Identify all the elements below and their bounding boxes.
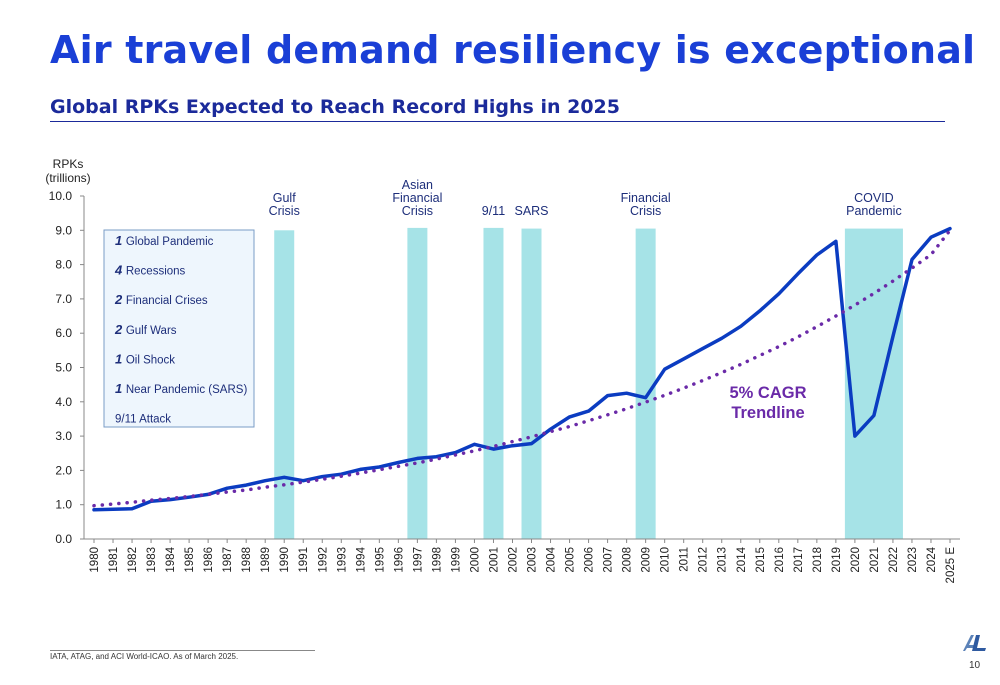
x-tick-label: 2022	[888, 547, 900, 573]
x-tick-label: 2000	[469, 547, 481, 573]
x-tick-label: 1986	[203, 547, 215, 573]
y-tick-label: 3.0	[55, 429, 72, 443]
y-tick-label: 9.0	[55, 223, 72, 237]
event-label: Asian	[402, 178, 433, 192]
x-tick-label: 1984	[165, 546, 177, 572]
x-tick-label: 1980	[89, 547, 101, 573]
y-tick-label: 10.0	[49, 189, 73, 203]
x-tick-label: 2007	[603, 547, 615, 573]
x-tick-label: 2017	[793, 547, 805, 573]
y-tick-label: 5.0	[55, 361, 72, 375]
x-tick-label: 2009	[641, 547, 653, 573]
page-number: 10	[968, 660, 981, 671]
x-tick-label: 2002	[507, 547, 519, 573]
event-label: COVID	[854, 191, 894, 205]
crisis-band	[274, 230, 295, 540]
x-tick-label: 2010	[660, 547, 672, 573]
trendline-annotation: Trendline	[731, 404, 804, 422]
x-tick-label: 2006	[584, 547, 596, 573]
x-tick-label: 1995	[374, 547, 386, 573]
event-label: Pandemic	[846, 204, 902, 218]
x-tick-label: 2012	[698, 547, 710, 573]
y-tick-label: 2.0	[55, 463, 72, 477]
x-tick-label: 2018	[812, 547, 824, 573]
al-logo-icon	[963, 635, 986, 651]
x-tick-label: 1997	[412, 547, 424, 573]
x-tick-label: 1992	[317, 547, 329, 573]
events-summary-item: 9/11 Attack	[115, 414, 171, 426]
cagr-trendline	[92, 228, 952, 508]
crisis-band	[635, 228, 656, 539]
x-tick-label: 2021	[869, 547, 881, 573]
events-summary-item: 1 Global Pandemic	[115, 233, 214, 248]
x-tick-label: 2003	[527, 547, 539, 573]
x-tick-label: 1988	[241, 547, 253, 573]
events-summary-box	[103, 229, 255, 428]
crisis-band	[844, 228, 903, 539]
x-tick-label: 2020	[850, 547, 862, 573]
x-tick-label: 2025 E	[945, 547, 957, 584]
event-label: Crisis	[269, 204, 300, 218]
x-tick-label: 1990	[279, 547, 291, 573]
x-tick-label: 1985	[184, 547, 196, 573]
trendline-annotation: 5% CAGR	[729, 384, 806, 402]
footnote-rule	[50, 650, 315, 651]
x-tick-label: 2015	[755, 547, 767, 573]
x-tick-label: 2011	[679, 547, 691, 572]
y-axis-title: RPKs	[53, 157, 84, 171]
y-axis-title: (trillions)	[45, 171, 90, 185]
x-tick-label: 2004	[546, 546, 558, 572]
x-tick-label: 1996	[393, 547, 405, 573]
y-tick-label: 6.0	[55, 326, 72, 340]
y-tick-label: 4.0	[55, 395, 72, 409]
x-tick-label: 1998	[431, 547, 443, 573]
x-tick-label: 2013	[717, 547, 729, 573]
y-tick-label: 0.0	[55, 532, 72, 546]
event-label: Financial	[621, 191, 671, 205]
x-tick-label: 2014	[736, 546, 748, 572]
event-label: Financial	[392, 191, 442, 205]
x-tick-label: 2001	[488, 547, 500, 573]
x-tick-label: 1989	[260, 547, 272, 573]
slide-subtitle: Global RPKs Expected to Reach Record Hig…	[50, 96, 620, 118]
x-tick-label: 2008	[622, 547, 634, 573]
event-label: 9/11	[482, 204, 505, 218]
x-tick-label: 1993	[336, 547, 348, 573]
event-label: Gulf	[273, 191, 296, 205]
x-tick-label: 1991	[298, 547, 310, 573]
events-summary-item: 1 Oil Shock	[115, 351, 175, 366]
x-tick-label: 2005	[565, 547, 577, 573]
events-summary-item: 4 Recessions	[114, 263, 186, 278]
x-tick-label: 2024	[926, 546, 938, 572]
y-tick-label: 1.0	[55, 498, 72, 512]
event-label: SARS	[514, 204, 548, 218]
events-summary-item: 2 Gulf Wars	[114, 322, 177, 337]
events-summary-item: 2 Financial Crises	[114, 292, 208, 307]
crisis-band	[407, 227, 428, 540]
crisis-band	[483, 227, 504, 540]
y-tick-label: 8.0	[55, 258, 72, 272]
x-tick-label: 1994	[355, 546, 367, 572]
x-tick-label: 2019	[831, 547, 843, 573]
x-tick-label: 1987	[222, 547, 234, 573]
x-tick-label: 1981	[108, 547, 120, 573]
x-tick-label: 1999	[450, 547, 462, 573]
source-footnote: IATA, ATAG, and ACI World-ICAO. As of Ma…	[50, 652, 239, 661]
slide-title: Air travel demand resiliency is exceptio…	[50, 28, 976, 72]
subtitle-rule	[50, 121, 945, 122]
x-tick-label: 2016	[774, 547, 786, 573]
x-tick-label: 1983	[146, 547, 158, 573]
rpk-series-line	[92, 226, 952, 512]
event-label: Crisis	[402, 204, 433, 218]
x-tick-label: 2023	[907, 547, 919, 573]
y-tick-label: 7.0	[55, 292, 72, 306]
events-summary-item: 1 Near Pandemic (SARS)	[115, 381, 247, 396]
crisis-band	[521, 228, 542, 539]
x-tick-label: 1982	[127, 547, 139, 573]
event-label: Crisis	[630, 204, 661, 218]
